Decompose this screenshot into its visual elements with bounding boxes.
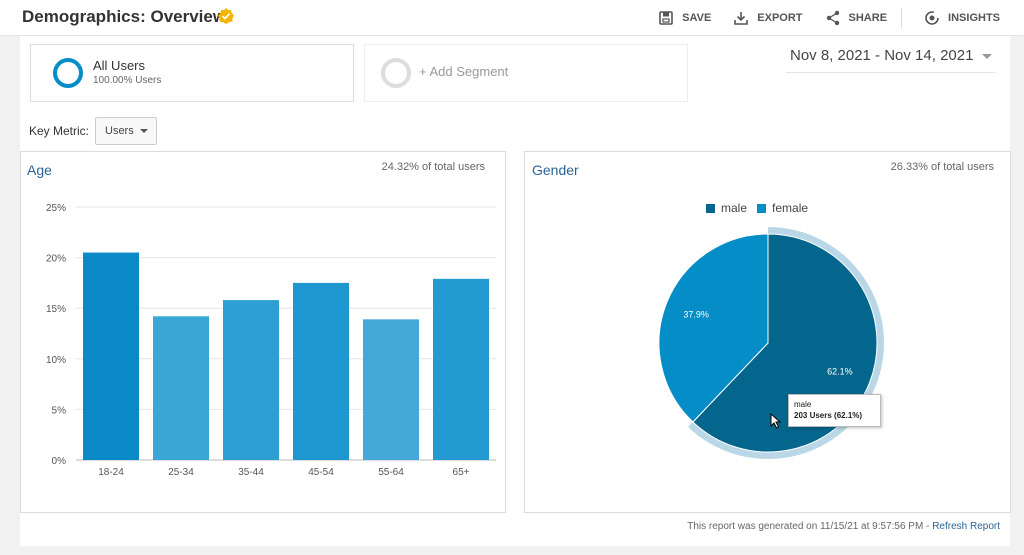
- gender-legend: male female: [706, 201, 818, 215]
- x-tick-label: 18-24: [98, 467, 124, 478]
- share-icon: [826, 10, 839, 26]
- dropdown-caret-icon: [140, 129, 148, 133]
- age-panel: Age 24.32% of total users 0% 5% 10% 15% 20% 2…: [20, 151, 506, 513]
- insights-label: INSIGHTS: [948, 12, 1000, 24]
- tooltip-value: 203 Users (62.1%): [794, 411, 863, 420]
- generated-timestamp: This report was generated on 11/15/21 at…: [687, 521, 933, 532]
- slice-label-female: 37.9%: [683, 309, 709, 319]
- export-button[interactable]: EXPORT: [733, 10, 803, 26]
- age-chart-title: Age: [27, 162, 52, 178]
- report-content: All Users 100.00% Users + Add Segment No…: [20, 36, 1011, 546]
- export-label: EXPORT: [757, 12, 803, 24]
- pie-tooltip: male 203 Users (62.1%): [788, 394, 881, 427]
- legend-swatch-male: [706, 203, 715, 213]
- gender-pie-chart: 62.1% 37.9%: [658, 227, 884, 459]
- verified-badge-icon: [218, 8, 234, 24]
- age-total-share: 24.32% of total users: [381, 161, 485, 173]
- y-tick-label: 10%: [46, 355, 66, 366]
- save-button[interactable]: SAVE: [658, 10, 711, 26]
- share-button[interactable]: SHARE: [825, 10, 888, 26]
- bar-35-44: [223, 300, 279, 460]
- report-footer: This report was generated on 11/15/21 at…: [20, 521, 1010, 532]
- gender-chart-title: Gender: [532, 162, 579, 178]
- share-label: SHARE: [848, 12, 888, 24]
- x-tick-label: 55-64: [378, 467, 404, 478]
- page-title: Demographics: Overview: [22, 7, 227, 26]
- x-tick-label: 25-34: [168, 467, 194, 478]
- top-bar: Demographics: Overview SAVE EXPORT SHARE…: [0, 0, 1024, 36]
- chevron-down-icon[interactable]: [982, 54, 992, 59]
- legend-label-male: male: [721, 201, 748, 215]
- key-metric-label: Key Metric:: [29, 124, 90, 138]
- empty-segment-ring-icon: [381, 58, 411, 88]
- bar-65+: [433, 278, 489, 460]
- gender-panel: Gender 26.33% of total users male female…: [524, 151, 1011, 513]
- x-tick-label: 65+: [453, 467, 470, 478]
- date-range-underline: [786, 72, 996, 73]
- slice-female: [658, 233, 769, 423]
- legend-swatch-female: [757, 203, 767, 213]
- date-range-picker[interactable]: Nov 8, 2021 - Nov 14, 2021: [790, 47, 974, 64]
- y-tick-label: 5%: [52, 405, 67, 416]
- save-label: SAVE: [682, 12, 712, 24]
- key-metric-value: Users: [105, 125, 134, 137]
- insights-icon: [925, 11, 939, 25]
- legend-item-male[interactable]: male: [706, 201, 747, 215]
- y-tick-label: 0%: [52, 456, 67, 467]
- gender-total-share: 26.33% of total users: [890, 161, 994, 173]
- bar-18-24: [83, 252, 139, 460]
- x-tick-label: 45-54: [308, 467, 334, 478]
- bar-45-54: [293, 282, 349, 460]
- legend-label-female: female: [772, 201, 809, 215]
- age-bar-chart: 0% 5% 10% 15% 20% 25% 18-24 25-34 35-44 45-54 55-6…: [46, 203, 496, 478]
- x-tick-label: 35-44: [238, 467, 264, 478]
- save-icon: [659, 11, 673, 25]
- add-segment-button[interactable]: + Add Segment: [364, 44, 688, 102]
- segment-ring-icon: [53, 58, 83, 88]
- y-tick-label: 15%: [46, 304, 66, 315]
- tooltip-series: male: [794, 400, 812, 409]
- toolbar-divider: [901, 8, 903, 28]
- y-tick-label: 20%: [46, 254, 66, 265]
- legend-item-female[interactable]: female: [757, 201, 808, 215]
- slice-label-male: 62.1%: [827, 367, 853, 377]
- segment-name: All Users: [93, 58, 146, 73]
- report-actions: SAVE EXPORT SHARE INSIGHTS: [636, 8, 1000, 28]
- mouse-cursor-icon: [770, 413, 781, 429]
- all-users-segment[interactable]: All Users 100.00% Users: [30, 44, 354, 102]
- bar-55-64: [363, 319, 419, 460]
- segment-percent: 100.00% Users: [93, 75, 162, 86]
- bar-25-34: [153, 316, 209, 460]
- refresh-report-link[interactable]: Refresh Report: [932, 521, 1000, 532]
- add-segment-label: + Add Segment: [419, 64, 509, 79]
- insights-button[interactable]: INSIGHTS: [924, 10, 1000, 26]
- key-metric-select[interactable]: Users: [95, 117, 157, 145]
- export-icon: [734, 12, 749, 25]
- y-tick-label: 25%: [46, 203, 66, 214]
